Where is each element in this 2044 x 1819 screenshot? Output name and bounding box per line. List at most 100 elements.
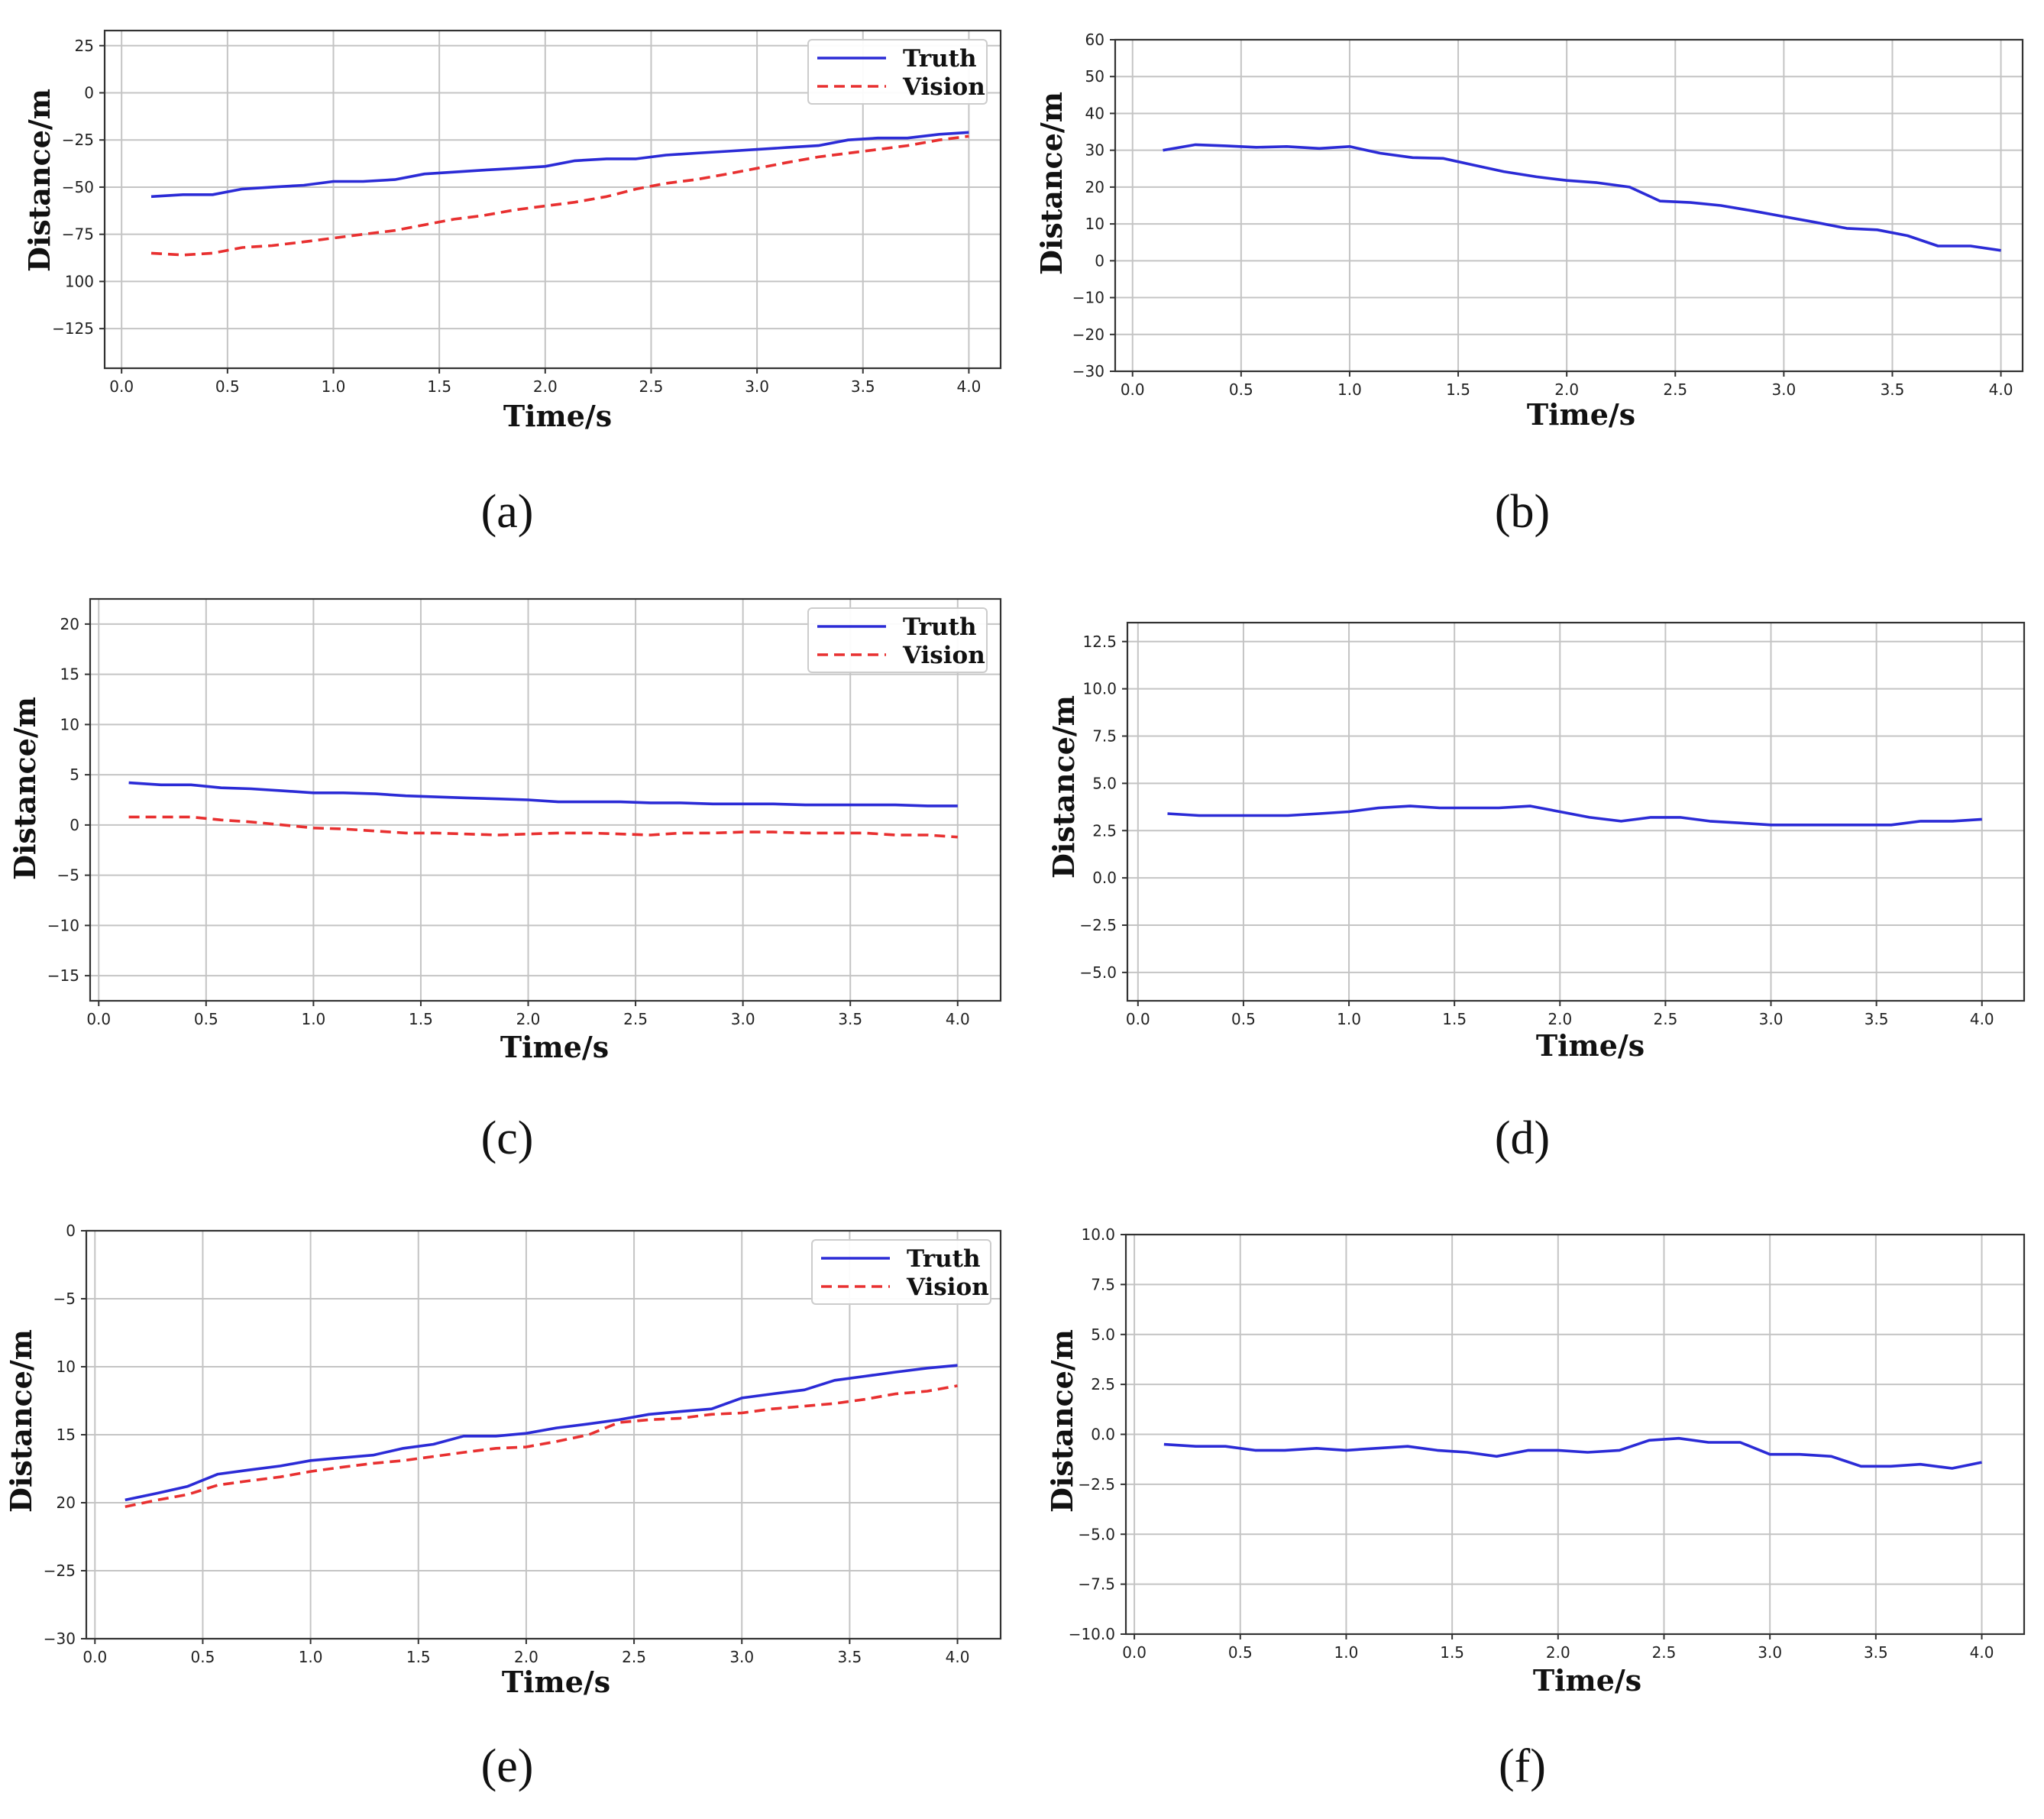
x-tick-label: 2.5 xyxy=(639,377,664,396)
y-tick-label: −20 xyxy=(1072,325,1104,344)
x-tick-label: 0.5 xyxy=(194,1010,218,1028)
x-tick-label: 1.0 xyxy=(1337,1010,1361,1028)
x-tick-label: 3.0 xyxy=(1758,1643,1782,1662)
x-tick-label: 4.0 xyxy=(1970,1643,1994,1662)
y-tick-label: 0 xyxy=(1095,251,1104,270)
x-tick-label: 2.5 xyxy=(1652,1643,1677,1662)
x-axis-label: Time/s xyxy=(502,1665,610,1699)
x-tick-label: 0.5 xyxy=(1231,1010,1256,1028)
x-tick-label: 2.0 xyxy=(516,1010,541,1028)
y-tick-label: −5 xyxy=(57,866,79,885)
x-tick-label: 3.0 xyxy=(729,1648,754,1666)
y-tick-label: −30 xyxy=(44,1630,76,1648)
axes-frame xyxy=(85,1229,1002,1640)
legend-label-truth: Truth xyxy=(903,613,977,641)
x-tick-label: 4.0 xyxy=(956,377,981,396)
legend-label-vision: Vision xyxy=(902,642,985,669)
y-tick-label: 5.0 xyxy=(1091,1325,1115,1344)
y-tick-label: 7.5 xyxy=(1091,1275,1115,1293)
y-tick-label: −7.5 xyxy=(1078,1575,1115,1594)
series-line-error xyxy=(1167,804,1982,827)
y-tick-label: −10 xyxy=(47,916,79,934)
y-tick-label: 0.0 xyxy=(1092,869,1117,887)
legend-box xyxy=(807,39,988,105)
chart-panel-f: 0.0 0.5 1.0 1.5 2.0 2.5 3.0 3.5 4.0 10.0 7.5 5.0 2.5… xyxy=(1045,1225,2026,1792)
axes-frame xyxy=(1126,621,2026,1002)
x-tick-label: 4.0 xyxy=(1970,1010,1994,1028)
y-tick-label: 25 xyxy=(75,37,94,55)
y-tick-label: 20 xyxy=(60,615,79,633)
x-tick-label: 0.0 xyxy=(109,377,134,396)
y-tick-label: 30 xyxy=(1085,141,1104,160)
y-tick-label: −5 xyxy=(53,1290,76,1308)
x-tick-label: 3.0 xyxy=(1759,1010,1784,1028)
x-tick-label: 0.0 xyxy=(86,1010,111,1028)
x-axis-label: Time/s xyxy=(500,1030,609,1064)
x-tick-label: 2.0 xyxy=(1554,380,1579,399)
x-tick-label: 0.5 xyxy=(191,1648,215,1666)
panel-caption: (f) xyxy=(1499,1740,1546,1792)
x-tick-label: 3.0 xyxy=(1771,380,1796,399)
x-tick-label: 0.0 xyxy=(82,1648,107,1666)
x-tick-label: 3.0 xyxy=(731,1010,755,1028)
series-line-vision xyxy=(128,815,958,839)
y-tick-label: −2.5 xyxy=(1078,1475,1115,1494)
legend-label-vision: Vision xyxy=(906,1274,989,1301)
x-tick-label: 0.5 xyxy=(1229,380,1253,399)
chart-panel-e: 0.0 0.5 1.0 1.5 2.0 2.5 3.0 3.5 4.0 0 −5 10 15 20 −25 −… xyxy=(4,1222,1002,1792)
y-tick-label: 15 xyxy=(57,1426,76,1444)
x-tick-label: 2.5 xyxy=(623,1010,648,1028)
x-tick-label: 3.0 xyxy=(745,377,769,396)
x-tick-label: 2.0 xyxy=(514,1648,538,1666)
x-tick-label: 1.0 xyxy=(1337,380,1362,399)
y-axis-label: Distance/m xyxy=(1046,695,1081,879)
x-tick-label: 0.0 xyxy=(1126,1010,1150,1028)
axes-frame xyxy=(103,29,1002,370)
y-tick-label: 10.0 xyxy=(1081,1225,1115,1244)
x-tick-label: 3.5 xyxy=(1865,1010,1889,1028)
y-tick-label: 0 xyxy=(84,83,94,102)
x-tick-label: 1.5 xyxy=(1446,380,1470,399)
x-tick-label: 3.5 xyxy=(1881,380,1905,399)
panel-caption: (b) xyxy=(1495,486,1550,538)
panel-caption: (a) xyxy=(481,486,534,538)
y-tick-label: 2.5 xyxy=(1091,1375,1115,1393)
x-tick-label: 2.5 xyxy=(1663,380,1687,399)
axes-frame xyxy=(1124,1233,2026,1636)
x-tick-label: 1.5 xyxy=(1442,1010,1467,1028)
series-line-truth xyxy=(128,781,958,808)
x-tick-label: 2.5 xyxy=(622,1648,646,1666)
legend-box xyxy=(807,607,988,673)
x-tick-label: 1.5 xyxy=(406,1648,431,1666)
y-tick-label: −10.0 xyxy=(1069,1625,1115,1643)
x-axis-label: Time/s xyxy=(1527,397,1635,432)
y-tick-label: −25 xyxy=(44,1562,76,1580)
y-axis-label: Distance/m xyxy=(22,89,57,272)
y-tick-label: −15 xyxy=(47,966,79,985)
x-tick-label: 1.0 xyxy=(1334,1643,1359,1662)
y-tick-label: −50 xyxy=(62,178,94,196)
series-line-vision xyxy=(150,134,969,257)
y-tick-label: −5.0 xyxy=(1079,963,1117,982)
y-tick-label: −25 xyxy=(62,131,94,149)
x-tick-label: 1.5 xyxy=(409,1010,433,1028)
legend-box xyxy=(811,1239,991,1305)
x-tick-label: 2.5 xyxy=(1653,1010,1677,1028)
y-tick-label: −5.0 xyxy=(1078,1525,1115,1543)
y-tick-label: 40 xyxy=(1085,104,1104,122)
series-line-truth xyxy=(150,131,969,199)
x-tick-label: 2.0 xyxy=(1548,1010,1572,1028)
x-tick-label: 4.0 xyxy=(946,1648,970,1666)
x-tick-label: 3.5 xyxy=(1864,1643,1888,1662)
x-tick-label: 0.5 xyxy=(215,377,240,396)
y-axis-label: Distance/m xyxy=(1034,92,1069,275)
y-tick-label: 7.5 xyxy=(1092,727,1117,746)
y-tick-label: −125 xyxy=(52,319,94,338)
y-tick-label: 10.0 xyxy=(1082,680,1117,698)
panel-caption: (d) xyxy=(1495,1112,1550,1164)
x-axis-label: Time/s xyxy=(503,399,612,433)
series-line-truth xyxy=(125,1364,958,1502)
x-tick-label: 1.0 xyxy=(322,377,346,396)
chart-panel-d: 0.0 0.5 1.0 1.5 2.0 2.5 3.0 3.5 4.0 12.5 10.0 7.5 5.… xyxy=(1046,621,2026,1164)
